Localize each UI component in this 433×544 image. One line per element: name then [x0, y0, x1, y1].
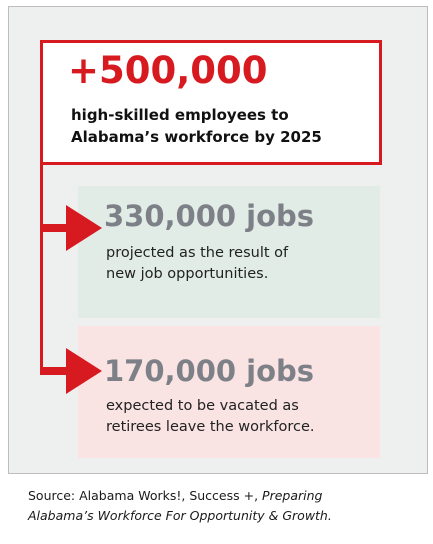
source-prefix: Source: Alabama Works!, Success +,	[28, 488, 262, 503]
headline-line-2: Alabama’s workforce by 2025	[71, 126, 381, 148]
headline-description: high-skilled employees to Alabama’s work…	[71, 104, 381, 148]
arrow-right-icon	[40, 348, 102, 394]
stat-number-vacated-jobs: 170,000 jobs	[104, 357, 314, 386]
source-citation: Source: Alabama Works!, Success +, Prepa…	[28, 486, 428, 526]
headline-number: +500,000	[68, 52, 268, 89]
stat-line-1: projected as the result of	[106, 243, 366, 264]
source-title-part-1: Preparing	[262, 488, 322, 503]
connector-line	[40, 164, 43, 371]
source-title-part-2: Alabama’s Workforce For Opportunity & Gr…	[28, 508, 332, 523]
headline-line-1: high-skilled employees to	[71, 104, 381, 126]
stat-line-2: new job opportunities.	[106, 264, 366, 285]
stat-line-2: retirees leave the workforce.	[106, 417, 366, 438]
stat-number-new-jobs: 330,000 jobs	[104, 202, 314, 231]
stat-box-vacated-jobs	[78, 326, 380, 458]
arrow-right-icon	[40, 205, 102, 251]
stat-line-1: expected to be vacated as	[106, 396, 366, 417]
stat-description-new-jobs: projected as the result of new job oppor…	[106, 243, 366, 285]
stat-description-vacated-jobs: expected to be vacated as retirees leave…	[106, 396, 366, 438]
